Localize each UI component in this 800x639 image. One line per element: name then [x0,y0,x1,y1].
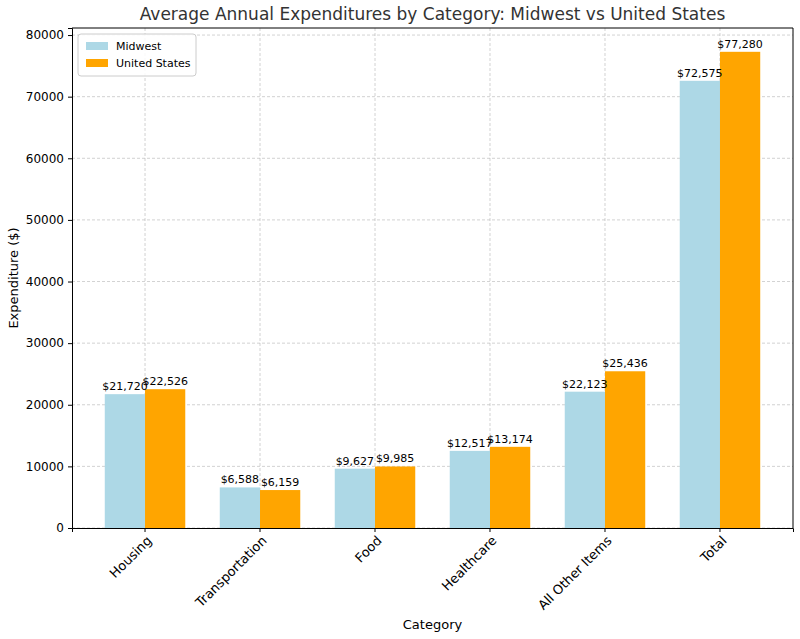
tick: Total [697,528,730,566]
data-label: $9,627 [336,455,375,468]
y-axis: 0 10000 20000 30000 40000 50000 60000 70000 8000… [26,28,73,535]
tick-mark [604,528,605,532]
legend: Midwest United States [78,34,196,76]
tick: 40000 [26,275,72,289]
frame [793,28,794,528]
tick-mark [68,282,72,283]
tick: 50000 [26,213,72,227]
tick-label: 20000 [26,398,64,412]
data-label: $25,436 [602,357,648,370]
data-label: $13,174 [487,433,533,446]
tick-label: Healthcare [439,533,500,594]
tick-mark [68,158,72,159]
bar [490,447,530,528]
data-label: $77,280 [717,38,763,51]
tick: Transportation [192,528,270,611]
data-label: $6,159 [261,476,300,489]
tick-label: 10000 [26,460,64,474]
tick-mark [68,405,72,406]
data-label: $12,517 [447,437,493,450]
data-label: $9,985 [376,452,415,465]
tick-mark [68,35,72,36]
data-label: $21,720 [102,380,148,393]
tick: 80000 [26,28,72,42]
tick: Healthcare [439,528,500,594]
bar [335,469,375,528]
legend-label: United States [116,57,191,70]
background [0,0,800,639]
tick-label: 50000 [26,213,64,227]
tick: All Other Items [535,528,615,613]
data-labels: $21,720 $6,588 $9,627 $12,517 $22,123 $72,575… [102,38,763,489]
tick: 10000 [26,460,72,474]
tick-label: 70000 [26,90,64,104]
tick: Housing [107,528,155,581]
tick-label: Total [697,533,730,566]
tick-mark [719,528,720,532]
tick-label: All Other Items [535,533,615,613]
bar [680,81,720,528]
bar [105,394,145,528]
tick: Food [352,528,385,566]
axis-line [68,29,73,529]
axis-line [73,529,794,533]
bar [145,389,185,528]
tick-label: 30000 [26,336,64,350]
data-label: $6,588 [221,473,260,486]
plot: $21,720 $6,588 $9,627 $12,517 $22,123 $72,575… [26,28,794,613]
tick-mark [68,97,72,98]
bar [565,392,605,528]
tick: 20000 [26,398,72,412]
tick-mark [68,220,72,221]
tick-mark [68,466,72,467]
legend-box [78,34,196,76]
tick: 70000 [26,90,72,104]
tick: 30000 [26,336,72,350]
tick-mark [68,528,72,529]
tick-label: 60000 [26,152,64,166]
chart: $21,720 $6,588 $9,627 $12,517 $22,123 $72,575… [0,0,800,639]
bar [450,451,490,528]
data-label: $22,123 [562,378,608,391]
tick-mark [68,343,72,344]
tick-mark [145,528,146,532]
tick-label: 40000 [26,275,64,289]
grid-line [260,28,261,528]
x-axis-title: Category [403,617,463,632]
grid [72,28,793,528]
legend-swatch [86,42,108,50]
legend-swatch [86,59,108,67]
tick-label: 0 [56,521,64,535]
tick-label: Transportation [192,533,270,611]
tick-mark [260,528,261,532]
tick-label: 80000 [26,28,64,42]
legend-label: Midwest [116,40,162,53]
bar [605,371,645,528]
bar [720,52,760,528]
x-axis: Housing Transportation Food Healthcare All O… [73,528,794,613]
tick-mark [375,528,376,532]
tick-mark [489,528,490,532]
tick-label: Food [352,533,385,566]
data-label: $72,575 [677,67,723,80]
data-label: $22,526 [142,375,188,388]
tick: 0 [56,521,72,535]
tick-label: Housing [107,533,155,581]
bar [260,490,300,528]
tick: 60000 [26,152,72,166]
bar [220,487,260,528]
title: Average Annual Expenditures by Category:… [140,4,726,24]
y-axis-title: Expenditure ($) [6,227,21,328]
bars [105,52,760,528]
frame [72,28,793,29]
bar [375,466,415,528]
